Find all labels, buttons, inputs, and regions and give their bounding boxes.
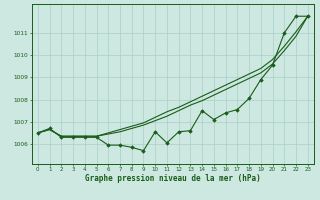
X-axis label: Graphe pression niveau de la mer (hPa): Graphe pression niveau de la mer (hPa) <box>85 174 261 183</box>
